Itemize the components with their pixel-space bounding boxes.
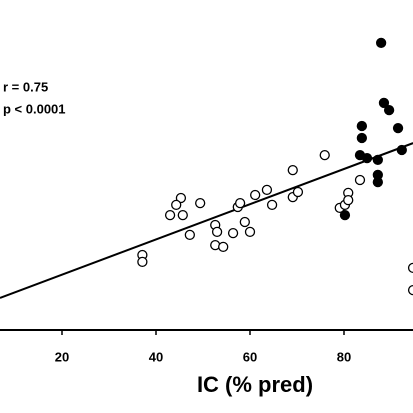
point [261,184,273,196]
point [211,226,223,238]
point [407,262,413,274]
point [356,132,368,144]
point [175,192,187,204]
point [392,122,404,134]
point [234,197,246,209]
x-tick-label: 80 [337,349,351,364]
point [218,241,229,253]
point [339,209,351,221]
point [319,149,330,161]
point [396,144,407,156]
x-tick-label: 60 [243,349,257,364]
point [287,164,298,176]
point [383,104,395,116]
point [372,176,383,188]
point [343,194,354,206]
point [239,216,250,228]
x-axis-label: IC (% pred) [197,372,313,397]
point [292,186,304,198]
point [244,226,256,238]
point [266,199,278,211]
annotation: r = 0.75 [3,79,48,94]
point [407,284,413,296]
point [375,37,387,49]
point [354,174,366,186]
point [227,227,239,239]
point [195,197,206,209]
x-tick-label: 20 [55,349,69,364]
point [356,120,368,132]
point [361,152,373,164]
point [137,256,148,268]
point [177,209,188,221]
x-tick-label: 40 [149,349,163,364]
regression-line [0,142,413,299]
point [164,209,176,221]
annotation: p < 0.0001 [3,101,66,116]
point [171,199,182,211]
point [378,97,390,109]
point [372,154,383,166]
point [250,189,261,201]
point [184,229,195,241]
